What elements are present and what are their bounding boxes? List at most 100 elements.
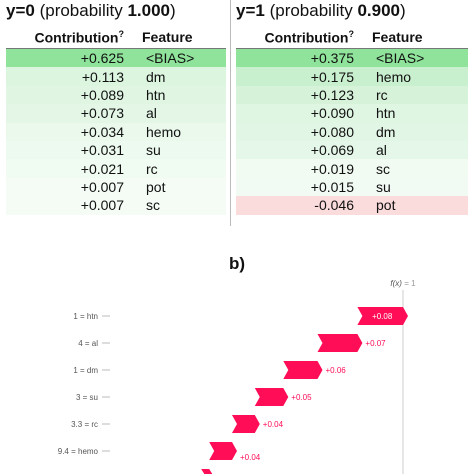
table-row: +0.021 rc xyxy=(6,159,226,178)
contribution-header: Contribution? xyxy=(236,26,372,49)
feature-label: 1 = htn xyxy=(73,312,98,321)
feature-name: pot xyxy=(376,197,396,214)
feature-label: 3 = su xyxy=(76,393,98,402)
contribution-value: +0.021 xyxy=(80,160,124,177)
fx-label: f(x) = 1 xyxy=(390,279,416,288)
feature-name: hemo xyxy=(376,68,412,85)
probability-text: (probability xyxy=(269,1,353,20)
feature-name: al xyxy=(146,105,157,122)
feature-label: 3.3 = rc xyxy=(71,420,98,429)
contribution-value: +0.069 xyxy=(310,142,354,159)
table-row: +0.031 su xyxy=(6,140,226,160)
probability-value: 1.000 xyxy=(127,1,171,20)
table-row: +0.019 sc xyxy=(236,159,468,178)
table-row: +0.069 al xyxy=(236,140,468,160)
table-row: -0.046 pot xyxy=(236,196,468,215)
table-header: Contribution? Feature xyxy=(6,26,226,49)
table-row: +0.073 al xyxy=(6,104,226,123)
help-icon[interactable]: ? xyxy=(348,28,355,39)
table-row: +0.625 <BIAS> xyxy=(6,48,226,68)
class-label: y=1 xyxy=(236,1,265,20)
contribution-value: +0.625 xyxy=(80,50,124,67)
table-header: Contribution? Feature xyxy=(236,26,468,49)
bar-value-label: +0.05 xyxy=(291,393,312,402)
contribution-value: +0.073 xyxy=(80,105,124,122)
waterfall-bar xyxy=(209,442,237,460)
waterfall-bar xyxy=(317,334,363,352)
feature-name: sc xyxy=(376,160,390,177)
table-row: +0.375 <BIAS> xyxy=(236,48,468,68)
contribution-value: +0.007 xyxy=(80,197,124,214)
table-row: +0.007 sc xyxy=(6,196,226,215)
feature-name: rc xyxy=(376,86,388,103)
feature-name: dm xyxy=(376,123,396,140)
class-label: y=0 xyxy=(6,1,35,20)
bar-value-label: +0.04 xyxy=(240,453,261,462)
waterfall-bar xyxy=(357,307,408,325)
panel-title-y1: y=1 (probability 0.900) xyxy=(236,0,468,26)
table-row: +0.113 dm xyxy=(6,67,226,86)
title-close-paren: ) xyxy=(170,1,176,20)
waterfall-chart: f(x) = 1 1 = htn +0.08 4 = al +0.07 1 = dm +0.… xyxy=(58,279,416,474)
contribution-value: +0.015 xyxy=(310,178,354,195)
feature-name: hemo xyxy=(146,123,182,140)
contribution-value: +0.034 xyxy=(80,123,124,140)
contribution-header: Contribution? xyxy=(6,26,142,49)
feature-name: su xyxy=(146,142,161,159)
waterfall-bar xyxy=(232,415,260,433)
explanation-panel-y1: y=1 (probability 0.900) Contribution? Fe… xyxy=(236,0,468,215)
table-row: +0.015 su xyxy=(236,177,468,197)
contribution-header-text: Contribution xyxy=(34,29,119,46)
waterfall-bar-partial xyxy=(201,469,213,474)
table-row: +0.034 hemo xyxy=(6,122,226,141)
panel-divider xyxy=(230,0,231,226)
contribution-value: +0.019 xyxy=(310,160,354,177)
feature-name: htn xyxy=(146,86,166,103)
feature-name: htn xyxy=(376,105,396,122)
table-row: +0.175 hemo xyxy=(236,67,468,86)
table-row: +0.090 htn xyxy=(236,104,468,123)
contribution-table-y1: Contribution? Feature +0.375 <BIAS> +0.175… xyxy=(236,26,468,215)
feature-name: <BIAS> xyxy=(376,50,425,67)
feature-name: pot xyxy=(146,178,166,195)
feature-name: al xyxy=(376,142,387,159)
contribution-value: +0.113 xyxy=(81,68,124,85)
probability-value: 0.900 xyxy=(357,1,401,20)
waterfall-bar xyxy=(254,388,289,406)
contribution-value: -0.046 xyxy=(314,197,354,214)
waterfall-bar xyxy=(283,361,323,379)
probability-text: (probability xyxy=(39,1,123,20)
contribution-value: +0.175 xyxy=(310,68,354,85)
feature-label: 9.4 = hemo xyxy=(58,447,99,456)
feature-header: Feature xyxy=(142,26,226,49)
contribution-value: +0.375 xyxy=(310,50,354,67)
feature-label: 4 = al xyxy=(78,339,98,348)
contribution-table-y0: Contribution? Feature +0.625 <BIAS> +0.113… xyxy=(6,26,226,215)
explanation-panel-y0: y=0 (probability 1.000) Contribution? Fe… xyxy=(6,0,226,215)
feature-name: dm xyxy=(146,68,166,85)
feature-name: sc xyxy=(146,197,160,214)
contribution-value: +0.080 xyxy=(310,123,354,140)
feature-label: 1 = dm xyxy=(73,366,98,375)
help-icon[interactable]: ? xyxy=(118,28,125,39)
contribution-value: +0.089 xyxy=(80,86,124,103)
feature-name: su xyxy=(376,178,391,195)
contribution-value: +0.123 xyxy=(310,86,354,103)
bar-value-label: +0.08 xyxy=(372,312,393,321)
contribution-value: +0.007 xyxy=(80,178,124,195)
feature-header: Feature xyxy=(372,26,468,49)
feature-name: <BIAS> xyxy=(146,50,195,67)
table-row: +0.007 pot xyxy=(6,177,226,197)
bar-value-label: +0.07 xyxy=(365,339,386,348)
feature-name: rc xyxy=(146,160,158,177)
table-row: +0.089 htn xyxy=(6,85,226,105)
bar-value-label: +0.04 xyxy=(263,420,284,429)
contribution-header-text: Contribution xyxy=(264,29,349,46)
contribution-value: +0.090 xyxy=(310,105,354,122)
title-close-paren: ) xyxy=(400,1,406,20)
panel-title-y0: y=0 (probability 1.000) xyxy=(6,0,226,26)
table-row: +0.123 rc xyxy=(236,85,468,105)
table-row: +0.080 dm xyxy=(236,122,468,141)
contribution-value: +0.031 xyxy=(80,142,124,159)
panel-b-label: b) xyxy=(228,254,246,273)
